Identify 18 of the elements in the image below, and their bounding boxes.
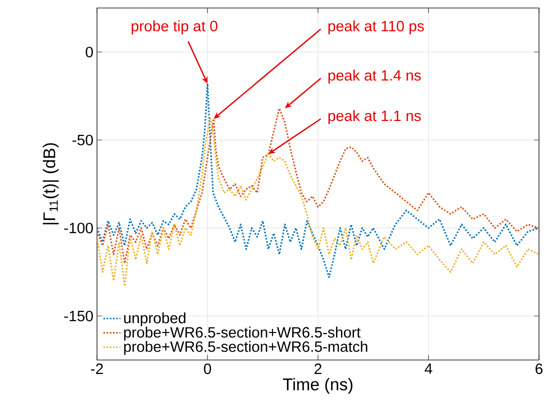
annotation: peak at 110 ps bbox=[328, 20, 424, 34]
x-axis-title: Time (ns) bbox=[282, 378, 352, 394]
y-tick-label: -50 bbox=[72, 134, 93, 146]
y-axis-title: |Γ$_{11}$(t)| (dB) bbox=[42, 143, 59, 224]
x-tick-label: 6 bbox=[536, 364, 542, 374]
legend-label: probe+WR6.5-section+WR6.5-match bbox=[124, 340, 368, 355]
x-tick-label: -2 bbox=[91, 364, 103, 374]
y-tick-label: 0 bbox=[86, 46, 93, 58]
x-tick-label: 0 bbox=[204, 364, 212, 374]
legend-label: unprobed bbox=[124, 312, 186, 326]
annotation: peak at 1.1 ns bbox=[328, 110, 421, 124]
x-tick-label: 4 bbox=[424, 364, 432, 374]
legend-label: probe+WR6.5-section+WR6.5-short bbox=[124, 326, 361, 341]
annotation: peak at 1.4 ns bbox=[328, 70, 421, 84]
y-tick-label: -100 bbox=[64, 222, 93, 234]
annotation: probe tip at 0 bbox=[132, 20, 218, 34]
x-tick-label: 2 bbox=[314, 364, 322, 374]
y-tick-label: -150 bbox=[64, 310, 93, 322]
